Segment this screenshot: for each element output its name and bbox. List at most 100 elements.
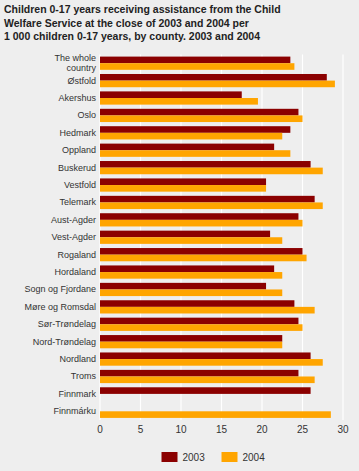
x-tick-label: 20 (256, 424, 268, 435)
category-label: The wholecountry (54, 53, 96, 72)
bar (100, 272, 282, 279)
category-label-line: Finnmárku (53, 406, 96, 416)
bar (100, 324, 303, 331)
category-label: Østfold (67, 76, 96, 86)
category-label: Finnmark (58, 389, 96, 399)
bar (100, 63, 294, 70)
bar (100, 202, 323, 209)
bar (100, 133, 282, 140)
category-label-line: Vestfold (64, 180, 96, 190)
bar (100, 370, 298, 377)
bar (100, 213, 298, 220)
title-line: 1 000 children 0-17 years, by county. 20… (4, 30, 260, 42)
bar (100, 411, 331, 418)
x-tick-label: 15 (216, 424, 228, 435)
x-tick-label: 5 (138, 424, 144, 435)
grid-line (342, 55, 343, 421)
category-label-line: Hedmark (59, 128, 96, 138)
category-label-line: Vest-Agder (51, 232, 96, 242)
category-label-line: Akershus (58, 93, 96, 103)
bar (100, 300, 294, 307)
bar (100, 359, 323, 366)
category-label-line: Aust-Agder (51, 215, 96, 225)
title-line: Welfare Service at the close of 2003 and… (4, 17, 249, 29)
bar (100, 98, 258, 105)
bar (100, 283, 266, 290)
category-label-line: Telemark (59, 197, 96, 207)
category-label: Hordaland (54, 267, 96, 277)
bar (100, 231, 270, 238)
bar (100, 394, 101, 401)
bar (100, 81, 335, 88)
chart: Children 0-17 years receiving assistance… (0, 0, 359, 471)
category-label-line: Oslo (77, 110, 96, 120)
category-label-line: Oppland (62, 145, 96, 155)
bar (100, 74, 327, 81)
legend: 2003 2004 (162, 452, 266, 463)
bar (100, 126, 290, 133)
category-label: Nordland (59, 354, 96, 364)
category-label: Sør-Trøndelag (38, 319, 96, 329)
bar (100, 352, 311, 359)
bar (100, 57, 290, 64)
bar (100, 144, 274, 151)
bar (100, 255, 307, 262)
bar (100, 115, 303, 122)
category-label: Finnmárku (53, 406, 96, 416)
bar (100, 307, 315, 314)
x-tick-label: 10 (175, 424, 187, 435)
bar (100, 168, 323, 175)
background (0, 0, 359, 471)
category-label-line: Finnmark (58, 389, 96, 399)
category-label-line: Hordaland (54, 267, 96, 277)
bar (100, 405, 101, 412)
category-label: Vest-Agder (51, 232, 96, 242)
bar (100, 91, 242, 98)
bar (100, 318, 298, 325)
category-label-line: Rogaland (57, 250, 96, 260)
grid (100, 55, 343, 421)
x-tick-label: 0 (97, 424, 103, 435)
category-label: Nord-Trøndelag (33, 337, 96, 347)
category-label-line: Østfold (67, 76, 96, 86)
category-label: Telemark (59, 197, 96, 207)
category-label-line: Sogn og Fjordane (24, 284, 96, 294)
category-label-line: Buskerud (58, 163, 96, 173)
bar (100, 109, 298, 116)
x-tick-label: 30 (337, 424, 349, 435)
legend-label: 2004 (243, 452, 266, 463)
category-label: Sogn og Fjordane (24, 284, 96, 294)
bar (100, 237, 282, 244)
category-label-line: country (66, 63, 96, 73)
x-tick-label: 25 (297, 424, 309, 435)
category-label-line: Sør-Trøndelag (38, 319, 96, 329)
category-label-line: Nord-Trøndelag (33, 337, 96, 347)
legend-label: 2003 (183, 452, 206, 463)
bar (100, 335, 282, 342)
category-label-line: Møre og Romsdal (24, 302, 96, 312)
category-label-line: Nordland (59, 354, 96, 364)
category-label: Oslo (77, 110, 96, 120)
bar (100, 150, 290, 157)
category-label: Vestfold (64, 180, 96, 190)
bar (100, 387, 311, 394)
legend-swatch (222, 452, 238, 462)
bar (100, 161, 311, 168)
category-label: Buskerud (58, 163, 96, 173)
bar (100, 220, 303, 227)
category-label: Troms (71, 371, 97, 381)
category-label: Rogaland (57, 250, 96, 260)
category-label: Møre og Romsdal (24, 302, 96, 312)
category-label: Oppland (62, 145, 96, 155)
title-line: Children 0-17 years receiving assistance… (4, 3, 281, 15)
bar (100, 289, 282, 296)
bars (100, 57, 335, 418)
bar (100, 185, 266, 192)
bar (100, 342, 282, 349)
category-label: Aust-Agder (51, 215, 96, 225)
title: Children 0-17 years receiving assistance… (4, 3, 281, 42)
bar (100, 265, 274, 272)
bar (100, 248, 303, 255)
category-label: Hedmark (59, 128, 96, 138)
legend-swatch (162, 452, 178, 462)
